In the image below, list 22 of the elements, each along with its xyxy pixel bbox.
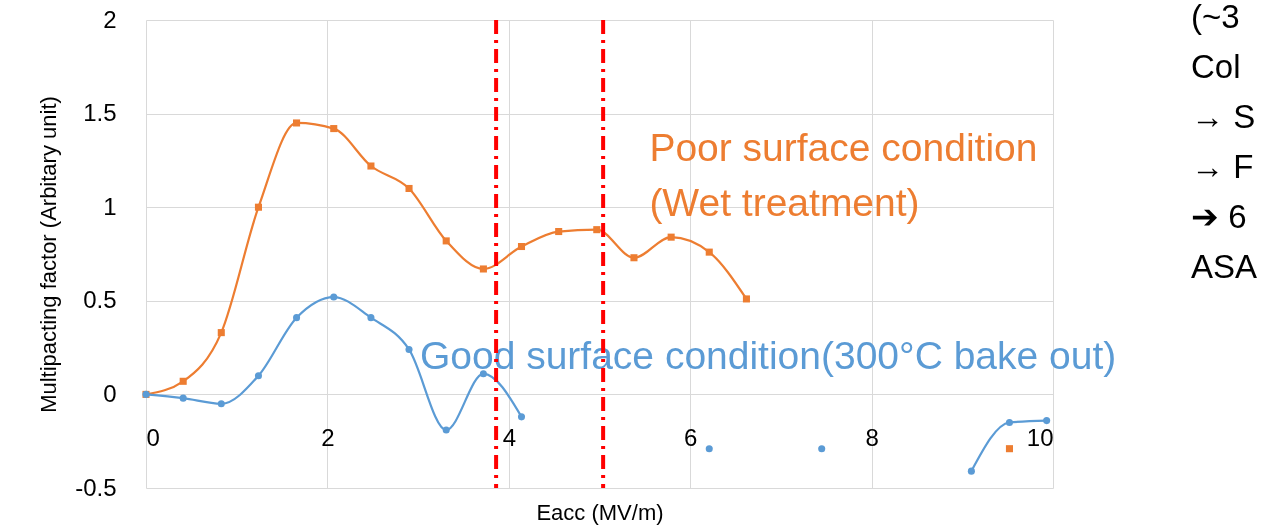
x-tick-label: 10 [1026, 423, 1054, 451]
y-tick-label: -0.5 [75, 473, 117, 501]
x-tick-label: 2 [321, 423, 335, 451]
x-tick-label: 8 [865, 423, 879, 451]
text: ➔ 6 [1191, 198, 1247, 235]
y-tick-label: 2 [103, 5, 117, 33]
y-tick-label: 1 [103, 192, 117, 220]
x-tick-label: 0 [146, 423, 160, 451]
text: → S [1191, 98, 1256, 135]
series-label: Good surface condition(300°C bake out) [419, 333, 1117, 377]
x-tick-label: 4 [502, 423, 516, 451]
text: ASA [1191, 248, 1258, 285]
y-tick-label: 1.5 [83, 99, 117, 127]
y-tick-label: 0 [103, 379, 117, 407]
x-tick-label: 6 [684, 423, 698, 451]
text: (~3 [1191, 0, 1240, 35]
series-label: Poor surface condition (Wet treatment) [649, 125, 1038, 224]
y-tick-label: 0.5 [83, 286, 117, 314]
text: → F [1191, 148, 1254, 185]
x-axis-title: Eacc (MV/m) [536, 499, 664, 525]
y-axis-title: Multipacting factor (Arbitary unit) [36, 96, 62, 413]
text: Col [1191, 48, 1241, 85]
